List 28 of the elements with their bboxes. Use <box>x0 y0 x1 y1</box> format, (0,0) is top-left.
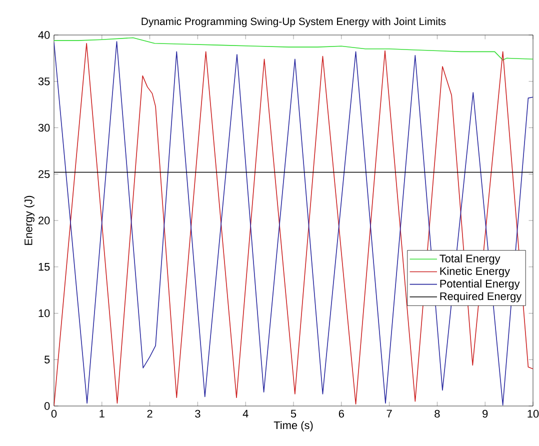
y-tick-label: 40 <box>38 31 50 39</box>
x-tick-label: 6 <box>338 410 344 418</box>
y-tick-label: 10 <box>38 309 50 318</box>
x-tick-label: 10 <box>528 410 539 418</box>
x-tick-label: 9 <box>482 410 488 418</box>
y-tick-label: 25 <box>38 170 50 178</box>
x-tick-label: 7 <box>386 410 392 418</box>
x-tick-label: 8 <box>434 410 440 418</box>
y-tick-label: 15 <box>38 263 50 271</box>
x-tick-label: 3 <box>195 410 200 418</box>
y-tick-label: 0 <box>44 402 50 410</box>
legend-label: Potential Energy <box>440 280 520 290</box>
y-tick-label: 5 <box>44 356 50 364</box>
x-tick-label: 2 <box>147 410 152 418</box>
x-tick-label: 4 <box>242 410 248 418</box>
legend-label: Required Energy <box>440 292 522 302</box>
legend-label: Total Energy <box>440 254 500 265</box>
x-tick-label: 5 <box>290 410 296 418</box>
y-tick-label: 30 <box>38 124 50 132</box>
y-tick-label: 20 <box>38 216 50 224</box>
x-tick-label: 1 <box>100 410 104 418</box>
y-tick-label: 35 <box>38 78 50 86</box>
line-series <box>54 37 534 60</box>
x-tick-label: 0 <box>51 410 57 418</box>
chart-title: Dynamic Programming Swing-Up System Energy with Joint Limits <box>142 17 446 28</box>
x-axis-title: Time (s) <box>274 421 313 432</box>
legend-label: Kinetic Energy <box>440 266 510 278</box>
y-axis-title: Energy (J) <box>24 196 34 245</box>
